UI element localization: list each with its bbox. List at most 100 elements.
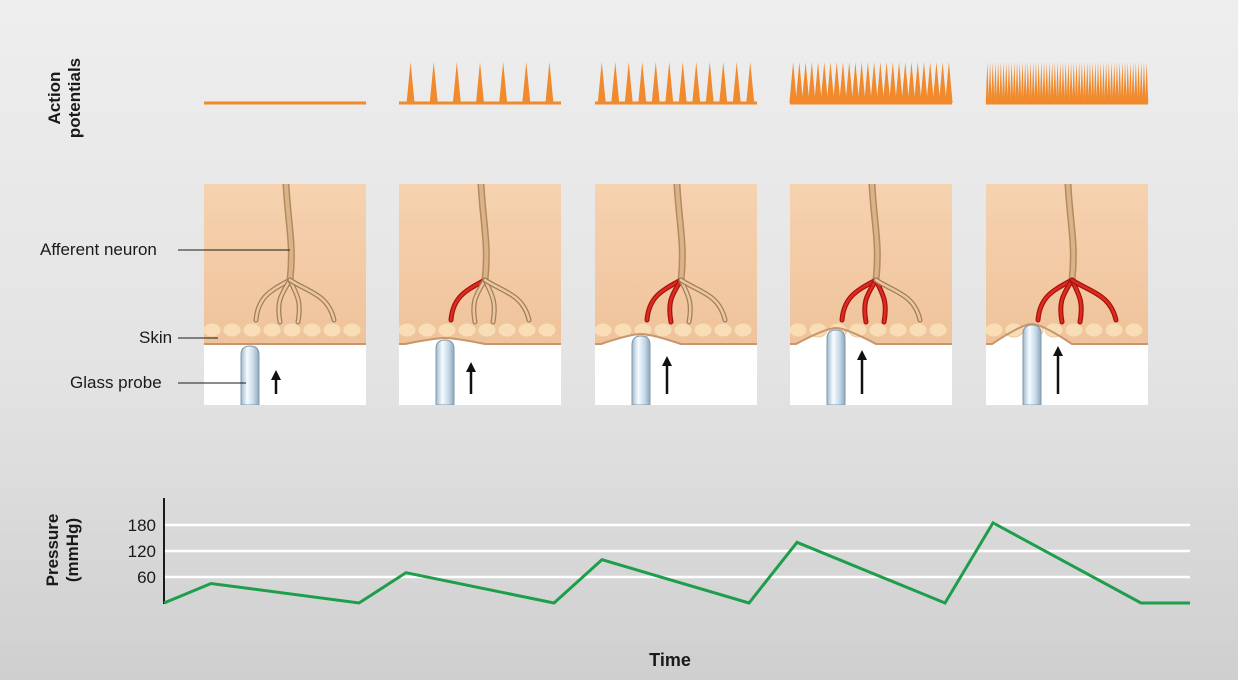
action-potential-spike xyxy=(801,62,810,103)
action-potential-spike xyxy=(938,62,947,103)
action-potential-spike xyxy=(1069,62,1073,103)
pressure-axis-label-line2: (mmHg) xyxy=(63,517,82,583)
action-potential-spike xyxy=(901,62,910,103)
y-tick-label: 120 xyxy=(128,542,156,561)
skin-bump xyxy=(986,322,1004,338)
action-potential-spike xyxy=(611,62,620,103)
pressure-trace xyxy=(163,520,1190,605)
action-potentials-label-line2: potentials xyxy=(65,57,84,139)
skin-bump xyxy=(595,322,613,338)
glass-probe xyxy=(631,335,651,405)
action-potential-spike xyxy=(1026,62,1030,103)
action-potential-spike xyxy=(907,62,916,103)
action-potential-spike xyxy=(1058,62,1062,103)
action-potential-spike xyxy=(732,62,741,103)
label-leader-lines xyxy=(178,249,290,384)
action-potential-spike xyxy=(1018,62,1022,103)
pressure-axis-label: Pressure (mmHg) xyxy=(43,495,83,605)
skin-bump xyxy=(537,322,557,338)
skin-bump xyxy=(242,322,262,338)
afferent-neuron-axon-core xyxy=(479,184,489,282)
action-potential-spike xyxy=(1010,62,1014,103)
action-potential-spike xyxy=(1034,62,1038,103)
action-potential-spike xyxy=(1064,62,1068,103)
action-potential-spike xyxy=(1109,62,1114,103)
glass-probe xyxy=(240,345,260,405)
action-potential-spike xyxy=(1145,62,1149,103)
action-potential-spike xyxy=(1077,62,1081,103)
activated-nerve-ending xyxy=(449,278,487,322)
afferent-neuron-axon-core xyxy=(675,184,685,282)
action-potential-spike xyxy=(1120,62,1124,103)
skin-bump xyxy=(204,322,222,338)
action-potential-spike xyxy=(1047,62,1052,103)
skin-bump xyxy=(282,322,302,338)
nerve-ending xyxy=(874,278,922,322)
action-potential-spike xyxy=(1015,62,1019,103)
action-potential-spike xyxy=(864,62,872,103)
action-potential-trace xyxy=(789,62,953,105)
action-potential-spike xyxy=(1045,62,1049,103)
nerve-ending xyxy=(483,278,531,322)
action-potential-spike xyxy=(1066,62,1070,103)
skin-surface xyxy=(399,336,561,345)
skin-bump xyxy=(322,322,342,338)
action-potential-spike xyxy=(988,62,992,103)
skin-label: Skin xyxy=(139,328,173,347)
glass-probe-label: Glass probe xyxy=(70,373,162,392)
skin-bump xyxy=(1064,322,1084,338)
action-potential-spike xyxy=(1096,62,1100,103)
action-potential-spike xyxy=(746,62,755,103)
skin-surface xyxy=(986,322,1148,345)
activated-nerve-ending xyxy=(668,278,683,324)
action-potential-spike xyxy=(1020,62,1025,103)
action-potential-spike xyxy=(857,62,866,103)
action-potential-spike xyxy=(692,62,701,103)
nerve-ending xyxy=(277,278,292,324)
action-potential-spike xyxy=(1039,62,1043,103)
action-potential-spike xyxy=(638,62,647,103)
action-potential-spike xyxy=(1123,62,1127,103)
action-potential-spike xyxy=(1053,62,1057,103)
neuron-panel xyxy=(204,184,366,405)
action-potentials-label: Action potentials xyxy=(45,43,85,153)
skin-bump xyxy=(437,322,457,338)
action-potential-spike xyxy=(1080,62,1084,103)
glass-probe xyxy=(435,339,455,405)
action-potential-spike xyxy=(1139,62,1143,103)
action-potential-trace xyxy=(399,62,561,105)
action-potential-spike xyxy=(651,62,660,103)
action-potential-spike xyxy=(1042,62,1046,103)
action-potential-spike xyxy=(1101,62,1106,103)
action-potential-spike xyxy=(1118,62,1122,103)
action-potential-spike xyxy=(1128,62,1133,103)
skin-surface xyxy=(790,326,952,345)
afferent-neuron-axon-core xyxy=(870,184,880,282)
action-potential-spike xyxy=(839,62,847,103)
skin-surface xyxy=(595,332,757,345)
action-potential-spike xyxy=(1031,62,1035,103)
skin-bump xyxy=(517,322,537,338)
nerve-ending xyxy=(679,278,727,322)
action-potential-spike xyxy=(913,62,922,103)
action-potential-spike xyxy=(851,62,860,103)
action-potentials-row xyxy=(204,62,1149,105)
pressure-arrow-head xyxy=(857,350,867,360)
neuron-panels-row xyxy=(204,184,1148,405)
y-tick-label: 180 xyxy=(128,516,156,535)
action-potential-spike xyxy=(895,62,903,103)
glass-probe xyxy=(1022,324,1042,405)
action-potential-trace xyxy=(595,62,757,105)
action-potential-spike xyxy=(876,62,885,103)
action-potential-spike xyxy=(1074,62,1079,103)
activated-nerve-ending xyxy=(645,278,683,322)
neuron-panel xyxy=(595,184,757,405)
skin-bump xyxy=(457,322,477,338)
pressure-chart: 60 120 180 xyxy=(128,498,1190,605)
action-potential-spike xyxy=(597,62,606,103)
afferent-neuron-label: Afferent neuron xyxy=(40,240,157,259)
skin-bump xyxy=(928,322,948,338)
action-potential-spike xyxy=(932,62,941,103)
activated-nerve-ending xyxy=(1059,278,1074,324)
action-potential-spike xyxy=(545,62,554,103)
